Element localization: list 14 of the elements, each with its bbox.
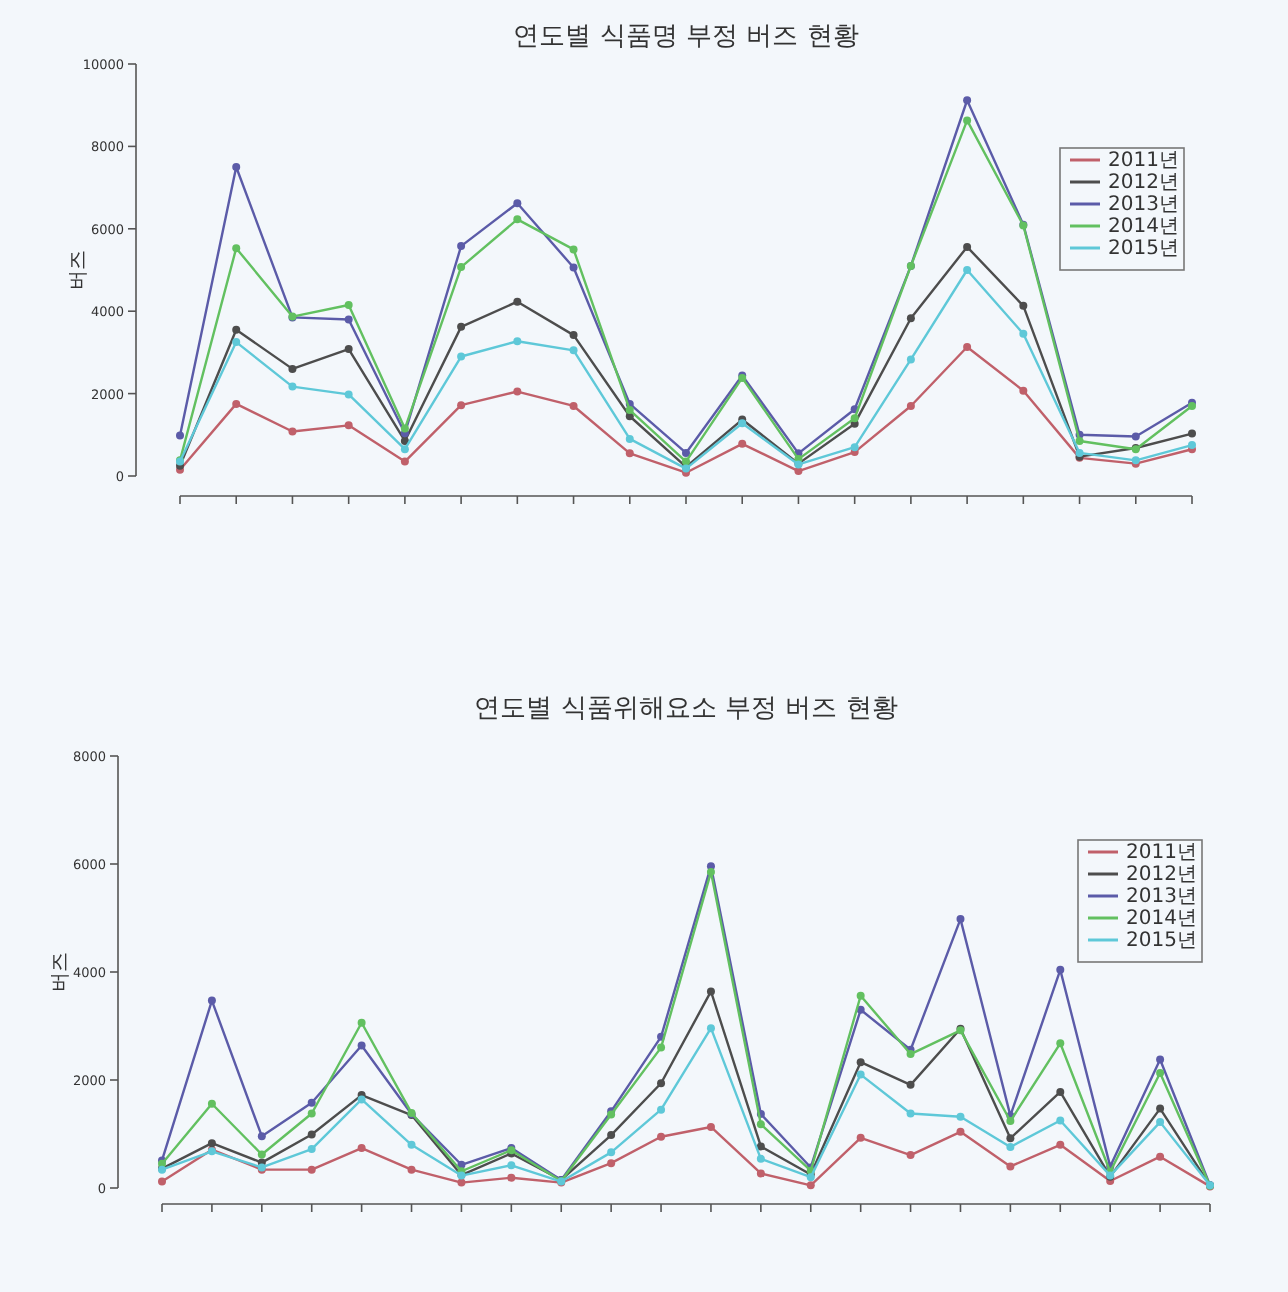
- legend-label: 2013년: [1108, 194, 1179, 216]
- legend-label: 2012년: [1108, 172, 1179, 194]
- legend-label: 2013년: [1126, 886, 1197, 908]
- legend-label: 2014년: [1126, 908, 1197, 930]
- legend-label: 2011년: [1108, 150, 1179, 172]
- legend-label: 2015년: [1108, 238, 1179, 260]
- y-axis-title: 버즈: [68, 250, 90, 290]
- legend-label: 2014년: [1108, 216, 1179, 238]
- chart-title: 연도별 식품명 부정 버즈 현황: [513, 22, 859, 52]
- legend-label: 2012년: [1126, 864, 1197, 886]
- legend-label: 2015년: [1126, 930, 1197, 952]
- legend-label: 2011년: [1126, 842, 1197, 864]
- y-axis-title: 버즈: [50, 952, 72, 992]
- chart-title: 연도별 식품위해요소 부정 버즈 현황: [474, 694, 898, 724]
